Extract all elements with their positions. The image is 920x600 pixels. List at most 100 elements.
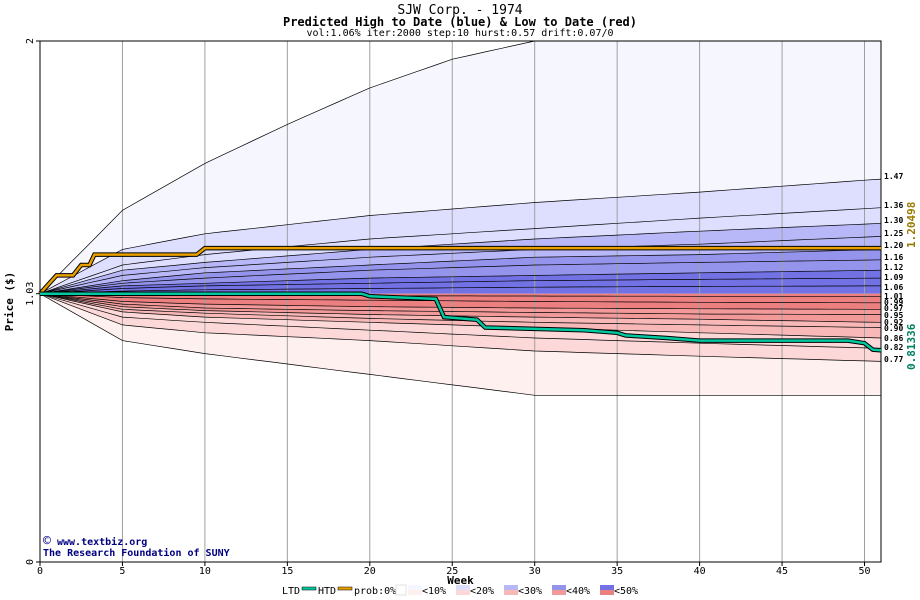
lower-probability-band [40,293,881,323]
upper-band-boundary [39,259,882,295]
lower-band-boundary [39,293,882,349]
upper-probability-band [40,249,881,294]
upper-band-boundary [39,269,882,295]
lower-band-boundary [39,293,881,396]
plot-frame [39,40,882,563]
x-tick-label: 35 [611,566,623,577]
lower-band-boundary [39,293,882,323]
legend-upper-swatch [600,585,614,590]
lower-probability-band [40,293,881,315]
upper-probability-band [40,207,881,294]
x-axis-label: Week [447,574,474,587]
level-label: 0.82 [884,343,903,352]
credit-organization: The Research Foundation of SUNY [43,547,230,559]
x-tick-label: 40 [694,566,706,577]
x-tick-label: 15 [281,566,293,577]
legend-ltd-label: LTD [282,586,300,597]
legend-upper-swatch [504,585,518,590]
lower-probability-band [40,293,881,338]
legend-upper-swatch [456,585,470,590]
legend-prob-0-swatch [395,584,407,596]
legend-bucket-label: <50% [614,586,638,597]
ltd-line [40,292,882,352]
x-tick-label: 30 [529,566,541,577]
upper-probability-band [40,236,881,294]
chart-subtitle: Predicted High to Date (blue) & Low to D… [282,15,637,29]
upper-probability-band [40,278,881,294]
y-tick-label: 0 [25,559,36,565]
lower-band-boundary [39,293,882,339]
y-axis-label: Price ($) [3,272,16,332]
level-label: 1.20 [884,241,903,250]
level-label: 1.25 [884,229,903,238]
lower-probability-band [40,293,881,303]
legend-lower-swatch [456,590,470,595]
upper-probability-band [40,270,881,294]
legend-upper-swatch [552,585,566,590]
y-tick-label: 2 [25,38,36,44]
legend-upper-swatch [408,585,422,590]
x-tick-label: 25 [446,566,458,577]
level-label: 1.09 [884,273,903,282]
level-label: 1.01 [884,292,903,301]
level-label: 0.86 [884,334,903,343]
legend-prob-label: prob:0% [354,586,396,597]
ltd-final-value-label: 0.81336 [905,323,918,370]
x-tick-label: 10 [199,566,211,577]
x-tick-label: 45 [776,566,788,577]
htd-line [39,246,881,295]
level-label: 0.99 [884,298,903,307]
lower-probability-band [40,293,881,362]
upper-band-boundary [39,178,882,295]
level-label: 0.90 [884,324,903,333]
level-label: 1.47 [884,172,903,181]
legend-bucket-label: <40% [566,586,590,597]
upper-band-boundary [39,249,882,295]
legend-bucket-label: <30% [518,586,542,597]
lower-band-boundary [39,293,881,310]
copyright-symbol: © [43,534,51,549]
legend-bucket-label: <10% [422,586,446,597]
y-tick-label: 1.03 [25,282,36,306]
lower-probability-band [40,293,881,396]
upper-probability-band [40,259,881,294]
level-label: 1.36 [884,201,903,210]
legend-bucket-label: <20% [470,586,494,597]
upper-probability-band [40,179,881,294]
legend-lower-swatch [408,590,422,595]
upper-probability-band [40,223,881,294]
legend-ltd-swatch [301,586,317,591]
x-tick-label: 5 [119,566,125,577]
upper-band-boundary [39,207,882,295]
level-label: 0.97 [884,304,903,313]
level-label: 1.16 [884,253,903,262]
legend-lower-swatch [600,590,614,595]
lower-probability-band [40,293,881,349]
level-label: 0.77 [884,355,903,364]
chart-title: SJW Corp. - 1974 [397,3,523,18]
legend-lower-swatch [504,590,518,595]
upper-band-boundary [39,285,881,295]
credit-url: www.textbiz.org [57,536,147,548]
lower-band-boundary [39,293,881,315]
upper-band-boundary [39,222,882,295]
lower-band-boundary [39,293,882,362]
upper-band-boundary [39,236,882,295]
level-label: 1.06 [884,283,903,292]
legend-htd-label: HTD [318,586,336,597]
level-label: 0.92 [884,318,903,327]
level-label: 1.30 [884,216,903,225]
x-tick-label: 50 [858,566,870,577]
simulation-parameters: vol:1.06% iter:2000 step:10 hurst:0.57 d… [306,28,614,39]
x-tick-label: 20 [364,566,376,577]
level-label: 0.95 [884,311,903,320]
upper-band-boundary [39,277,882,295]
htd-final-value-label: 1.20498 [905,202,918,248]
x-tick-label: 0 [37,566,43,577]
lower-band-boundary [39,293,881,304]
lower-probability-band [40,293,881,310]
level-label: 1.12 [884,263,903,272]
upper-probability-band [40,41,881,294]
legend-lower-swatch [552,590,566,595]
